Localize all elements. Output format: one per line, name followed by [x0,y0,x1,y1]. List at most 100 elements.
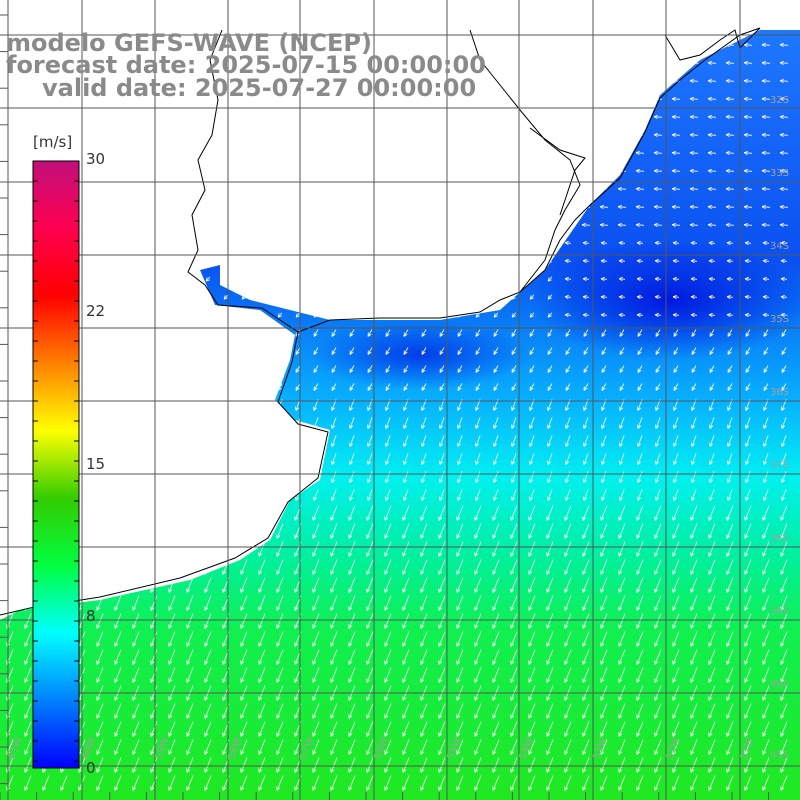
wind-arrow [708,258,716,264]
wind-arrow [780,505,788,521]
wind-arrow [114,559,122,575]
wind-arrow [618,240,626,246]
wind-arrow [150,775,158,791]
wind-arrow [635,60,645,66]
wind-arrow [601,417,607,429]
wind-arrow [133,383,139,391]
wind-arrow [312,757,320,773]
wind-arrow [637,471,643,483]
wind-arrow [5,222,15,228]
wind-arrow [168,721,176,737]
wind-arrow [113,132,123,138]
wind-arrow [779,78,789,84]
wind-arrow [691,347,697,355]
wind-arrow [96,775,104,791]
wind-arrow [529,471,535,483]
wind-arrow [492,595,500,611]
wind-arrow [276,739,284,755]
wind-arrow [25,312,31,318]
wind-arrow [150,523,158,539]
wind-arrow [186,595,194,611]
wind-arrow [95,222,105,228]
wind-arrow [689,204,699,210]
wind-arrow [473,222,483,228]
wind-arrow [25,329,31,337]
wind-arrow [331,240,337,246]
wind-arrow [330,577,338,593]
wind-arrow [601,489,607,501]
wind-arrow [726,258,734,264]
wind-arrow [186,631,194,647]
wind-arrow [205,435,211,447]
wind-arrow [527,42,537,48]
wind-arrow [456,505,464,521]
wind-arrow [761,42,771,48]
wind-arrow [528,631,536,647]
wind-arrow [259,312,265,318]
wind-arrow [221,204,231,210]
wind-arrow [708,523,716,539]
wind-arrow [529,453,535,465]
wind-arrow [564,595,572,611]
wind-arrow [546,631,554,647]
wind-arrow [402,757,410,773]
wind-arrow [582,240,590,246]
wind-arrow [312,775,320,791]
colorbar-tick-22: 22 [86,302,106,320]
wind-arrow [653,150,663,156]
wind-arrow [97,276,103,282]
wind-arrow [276,721,284,737]
title-forecast-date: forecast date: 2025-07-15 00:00:00 [6,51,486,79]
wind-arrow [133,347,139,355]
wind-arrow [295,312,301,318]
wind-arrow [690,577,698,593]
wind-arrow [779,168,789,174]
wind-arrow [600,757,608,773]
wind-arrow [654,523,662,539]
wind-arrow [762,739,770,755]
wind-arrow [708,240,716,246]
colorbar-tick-30: 30 [86,150,106,168]
wind-arrow [347,132,357,138]
wind-arrow [420,595,428,611]
wind-arrow [726,721,734,737]
wind-arrow [132,523,140,539]
wind-arrow [402,631,410,647]
wind-arrow [635,204,645,210]
wind-arrow [491,132,501,138]
wind-arrow [366,595,374,611]
wind-arrow [725,114,735,120]
wind-arrow [150,541,158,557]
wind-arrow [97,258,103,264]
wind-arrow [131,168,141,174]
wind-arrow [635,78,645,84]
wind-arrow [780,613,788,629]
wind-arrow [582,294,590,300]
wind-arrow [60,775,68,791]
wind-arrow [708,613,716,629]
wind-arrow [457,294,463,300]
wind-arrow [115,453,121,465]
wind-arrow [150,559,158,575]
wind-arrow [312,577,320,593]
wind-arrow [581,168,591,174]
wind-arrow [277,312,283,318]
wind-arrow [779,60,789,66]
wind-arrow [114,631,122,647]
wind-arrow [132,541,140,557]
wind-arrow [311,222,321,228]
wind-arrow [528,613,536,629]
wind-arrow [636,649,644,665]
wind-arrow [240,775,248,791]
wind-arrow [276,649,284,665]
wind-arrow [653,204,663,210]
wind-arrow [619,417,625,429]
wind-arrow [491,150,501,156]
wind-arrow [456,631,464,647]
wind-arrow [365,168,375,174]
wind-arrow [132,667,140,683]
wind-arrow [223,240,229,246]
wind-arrow [258,577,266,593]
wind-arrow [654,721,662,737]
